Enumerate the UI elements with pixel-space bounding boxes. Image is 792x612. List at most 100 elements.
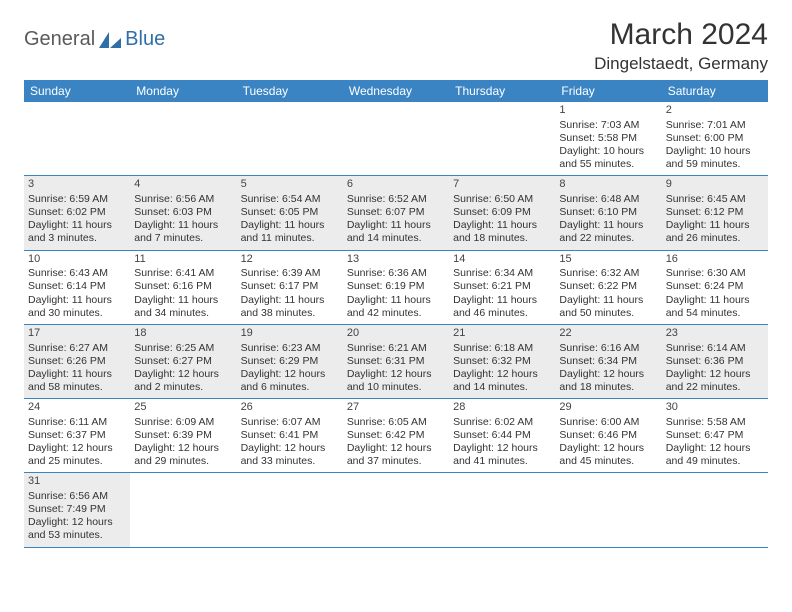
daylight-text: Daylight: 12 hours and 6 minutes. <box>241 368 339 394</box>
day-header: Friday <box>555 80 661 102</box>
sunset-text: Sunset: 5:58 PM <box>559 132 657 145</box>
day-cell: 26Sunrise: 6:07 AMSunset: 6:41 PMDayligh… <box>237 399 343 472</box>
day-cell <box>237 102 343 175</box>
sunset-text: Sunset: 6:05 PM <box>241 206 339 219</box>
sunrise-text: Sunrise: 6:45 AM <box>666 193 764 206</box>
daylight-text: Daylight: 11 hours and 22 minutes. <box>559 219 657 245</box>
week-row: 31Sunrise: 6:56 AMSunset: 7:49 PMDayligh… <box>24 473 768 547</box>
sunset-text: Sunset: 6:24 PM <box>666 280 764 293</box>
day-cell <box>237 473 343 546</box>
day-header: Sunday <box>24 80 130 102</box>
day-cell <box>449 102 555 175</box>
sunset-text: Sunset: 6:41 PM <box>241 429 339 442</box>
day-cell: 31Sunrise: 6:56 AMSunset: 7:49 PMDayligh… <box>24 473 130 546</box>
daylight-text: Daylight: 12 hours and 22 minutes. <box>666 368 764 394</box>
sunrise-text: Sunrise: 6:09 AM <box>134 416 232 429</box>
day-number: 23 <box>666 327 764 341</box>
sunrise-text: Sunrise: 6:05 AM <box>347 416 445 429</box>
day-number: 22 <box>559 327 657 341</box>
daylight-text: Daylight: 11 hours and 7 minutes. <box>134 219 232 245</box>
daylight-text: Daylight: 12 hours and 14 minutes. <box>453 368 551 394</box>
sunset-text: Sunset: 6:09 PM <box>453 206 551 219</box>
sunset-text: Sunset: 6:39 PM <box>134 429 232 442</box>
day-cell: 20Sunrise: 6:21 AMSunset: 6:31 PMDayligh… <box>343 325 449 398</box>
sunset-text: Sunset: 6:31 PM <box>347 355 445 368</box>
daylight-text: Daylight: 11 hours and 14 minutes. <box>347 219 445 245</box>
day-number: 28 <box>453 401 551 415</box>
sunset-text: Sunset: 6:00 PM <box>666 132 764 145</box>
daylight-text: Daylight: 12 hours and 25 minutes. <box>28 442 126 468</box>
sunset-text: Sunset: 6:37 PM <box>28 429 126 442</box>
day-number: 2 <box>666 104 764 118</box>
sunset-text: Sunset: 6:46 PM <box>559 429 657 442</box>
day-number: 17 <box>28 327 126 341</box>
daylight-text: Daylight: 11 hours and 38 minutes. <box>241 294 339 320</box>
daylight-text: Daylight: 11 hours and 58 minutes. <box>28 368 126 394</box>
sunrise-text: Sunrise: 6:32 AM <box>559 267 657 280</box>
day-number: 30 <box>666 401 764 415</box>
day-number: 11 <box>134 253 232 267</box>
week-row: 24Sunrise: 6:11 AMSunset: 6:37 PMDayligh… <box>24 399 768 473</box>
day-cell: 27Sunrise: 6:05 AMSunset: 6:42 PMDayligh… <box>343 399 449 472</box>
day-header: Tuesday <box>237 80 343 102</box>
daylight-text: Daylight: 11 hours and 34 minutes. <box>134 294 232 320</box>
day-header: Wednesday <box>343 80 449 102</box>
day-number: 27 <box>347 401 445 415</box>
daylight-text: Daylight: 11 hours and 11 minutes. <box>241 219 339 245</box>
day-cell: 28Sunrise: 6:02 AMSunset: 6:44 PMDayligh… <box>449 399 555 472</box>
day-cell: 8Sunrise: 6:48 AMSunset: 6:10 PMDaylight… <box>555 176 661 249</box>
sunset-text: Sunset: 6:07 PM <box>347 206 445 219</box>
day-cell: 7Sunrise: 6:50 AMSunset: 6:09 PMDaylight… <box>449 176 555 249</box>
sunset-text: Sunset: 6:27 PM <box>134 355 232 368</box>
sunrise-text: Sunrise: 6:21 AM <box>347 342 445 355</box>
sunset-text: Sunset: 7:49 PM <box>28 503 126 516</box>
sunrise-text: Sunrise: 6:48 AM <box>559 193 657 206</box>
daylight-text: Daylight: 11 hours and 42 minutes. <box>347 294 445 320</box>
daylight-text: Daylight: 12 hours and 33 minutes. <box>241 442 339 468</box>
sunrise-text: Sunrise: 6:07 AM <box>241 416 339 429</box>
day-cell: 29Sunrise: 6:00 AMSunset: 6:46 PMDayligh… <box>555 399 661 472</box>
day-number: 13 <box>347 253 445 267</box>
day-number: 20 <box>347 327 445 341</box>
day-cell: 9Sunrise: 6:45 AMSunset: 6:12 PMDaylight… <box>662 176 768 249</box>
sunrise-text: Sunrise: 6:34 AM <box>453 267 551 280</box>
week-row: 3Sunrise: 6:59 AMSunset: 6:02 PMDaylight… <box>24 176 768 250</box>
daylight-text: Daylight: 11 hours and 3 minutes. <box>28 219 126 245</box>
header: General Blue March 2024 Dingelstaedt, Ge… <box>24 18 768 74</box>
day-header: Thursday <box>449 80 555 102</box>
sunset-text: Sunset: 6:19 PM <box>347 280 445 293</box>
sunset-text: Sunset: 6:36 PM <box>666 355 764 368</box>
day-cell: 30Sunrise: 5:58 AMSunset: 6:47 PMDayligh… <box>662 399 768 472</box>
sunrise-text: Sunrise: 6:54 AM <box>241 193 339 206</box>
sunset-text: Sunset: 6:44 PM <box>453 429 551 442</box>
day-cell: 2Sunrise: 7:01 AMSunset: 6:00 PMDaylight… <box>662 102 768 175</box>
day-cell: 25Sunrise: 6:09 AMSunset: 6:39 PMDayligh… <box>130 399 236 472</box>
sunset-text: Sunset: 6:32 PM <box>453 355 551 368</box>
day-cell: 1Sunrise: 7:03 AMSunset: 5:58 PMDaylight… <box>555 102 661 175</box>
day-cell <box>24 102 130 175</box>
calendar: SundayMondayTuesdayWednesdayThursdayFrid… <box>24 80 768 548</box>
day-cell: 22Sunrise: 6:16 AMSunset: 6:34 PMDayligh… <box>555 325 661 398</box>
day-cell <box>449 473 555 546</box>
day-number: 7 <box>453 178 551 192</box>
sunrise-text: Sunrise: 6:27 AM <box>28 342 126 355</box>
day-cell: 17Sunrise: 6:27 AMSunset: 6:26 PMDayligh… <box>24 325 130 398</box>
sunset-text: Sunset: 6:21 PM <box>453 280 551 293</box>
day-cell <box>130 473 236 546</box>
sunrise-text: Sunrise: 6:59 AM <box>28 193 126 206</box>
day-number: 9 <box>666 178 764 192</box>
day-cell <box>662 473 768 546</box>
location-label: Dingelstaedt, Germany <box>594 54 768 74</box>
sunrise-text: Sunrise: 6:50 AM <box>453 193 551 206</box>
day-cell: 4Sunrise: 6:56 AMSunset: 6:03 PMDaylight… <box>130 176 236 249</box>
sunrise-text: Sunrise: 6:23 AM <box>241 342 339 355</box>
day-cell: 13Sunrise: 6:36 AMSunset: 6:19 PMDayligh… <box>343 251 449 324</box>
daylight-text: Daylight: 12 hours and 45 minutes. <box>559 442 657 468</box>
sunset-text: Sunset: 6:34 PM <box>559 355 657 368</box>
page-title: March 2024 <box>594 18 768 52</box>
week-row: 10Sunrise: 6:43 AMSunset: 6:14 PMDayligh… <box>24 251 768 325</box>
day-cell: 12Sunrise: 6:39 AMSunset: 6:17 PMDayligh… <box>237 251 343 324</box>
day-header: Saturday <box>662 80 768 102</box>
daylight-text: Daylight: 12 hours and 49 minutes. <box>666 442 764 468</box>
day-number: 19 <box>241 327 339 341</box>
